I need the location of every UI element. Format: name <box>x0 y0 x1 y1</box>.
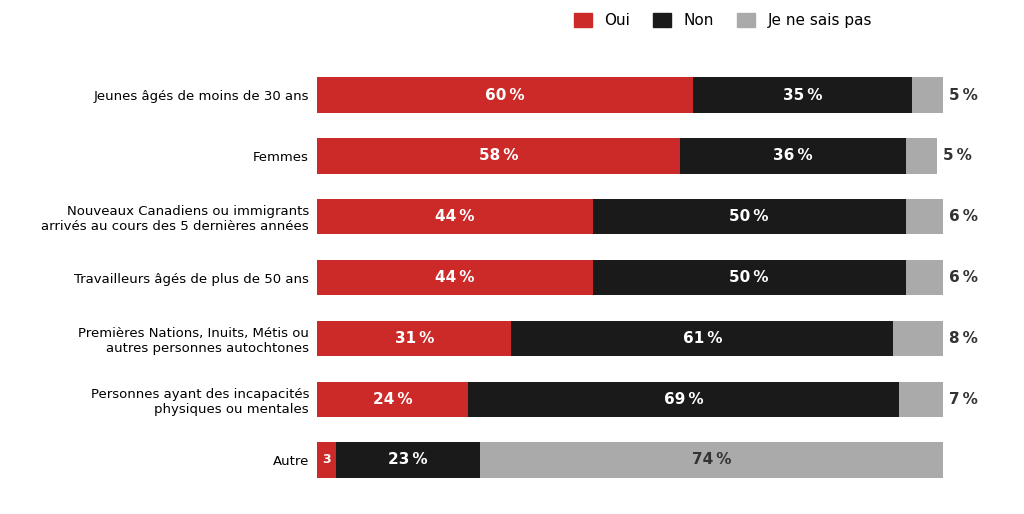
Bar <box>893 321 943 356</box>
Text: 36 %: 36 % <box>773 149 813 163</box>
Bar <box>317 260 593 295</box>
Bar <box>468 381 899 417</box>
Bar <box>912 78 943 113</box>
Bar <box>905 138 937 174</box>
Text: 35 %: 35 % <box>782 87 822 103</box>
Legend: Oui, Non, Je ne sais pas: Oui, Non, Je ne sais pas <box>573 13 872 28</box>
Text: 44 %: 44 % <box>435 270 475 285</box>
Bar <box>905 199 943 234</box>
Text: 6 %: 6 % <box>949 209 979 224</box>
Bar <box>511 321 893 356</box>
Text: 31 %: 31 % <box>394 331 434 346</box>
Text: 50 %: 50 % <box>729 209 769 224</box>
Text: 7 %: 7 % <box>949 392 978 407</box>
Bar <box>680 138 905 174</box>
Text: 58 %: 58 % <box>479 149 519 163</box>
Text: 74 %: 74 % <box>692 452 731 468</box>
Bar <box>905 260 943 295</box>
Bar <box>317 78 693 113</box>
Text: 23 %: 23 % <box>388 452 428 468</box>
Text: 5 %: 5 % <box>943 149 972 163</box>
Bar <box>899 381 943 417</box>
Text: 44 %: 44 % <box>435 209 475 224</box>
Bar <box>480 443 943 478</box>
Text: 50 %: 50 % <box>729 270 769 285</box>
Bar <box>317 443 336 478</box>
Text: 69 %: 69 % <box>664 392 703 407</box>
Text: 3: 3 <box>323 453 331 467</box>
Text: 6 %: 6 % <box>949 270 979 285</box>
Bar <box>317 138 680 174</box>
Text: 8 %: 8 % <box>949 331 978 346</box>
Bar <box>693 78 912 113</box>
Bar <box>593 260 905 295</box>
Text: 24 %: 24 % <box>373 392 413 407</box>
Text: 60 %: 60 % <box>485 87 525 103</box>
Text: 5 %: 5 % <box>949 87 978 103</box>
Bar <box>593 199 905 234</box>
Bar <box>336 443 480 478</box>
Text: 61 %: 61 % <box>683 331 722 346</box>
Bar <box>317 321 511 356</box>
Bar <box>317 381 468 417</box>
Bar <box>317 199 593 234</box>
